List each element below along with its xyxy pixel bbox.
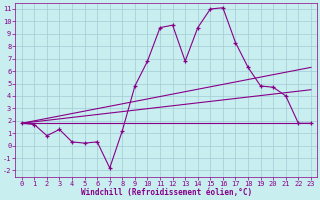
X-axis label: Windchill (Refroidissement éolien,°C): Windchill (Refroidissement éolien,°C) <box>81 188 252 197</box>
